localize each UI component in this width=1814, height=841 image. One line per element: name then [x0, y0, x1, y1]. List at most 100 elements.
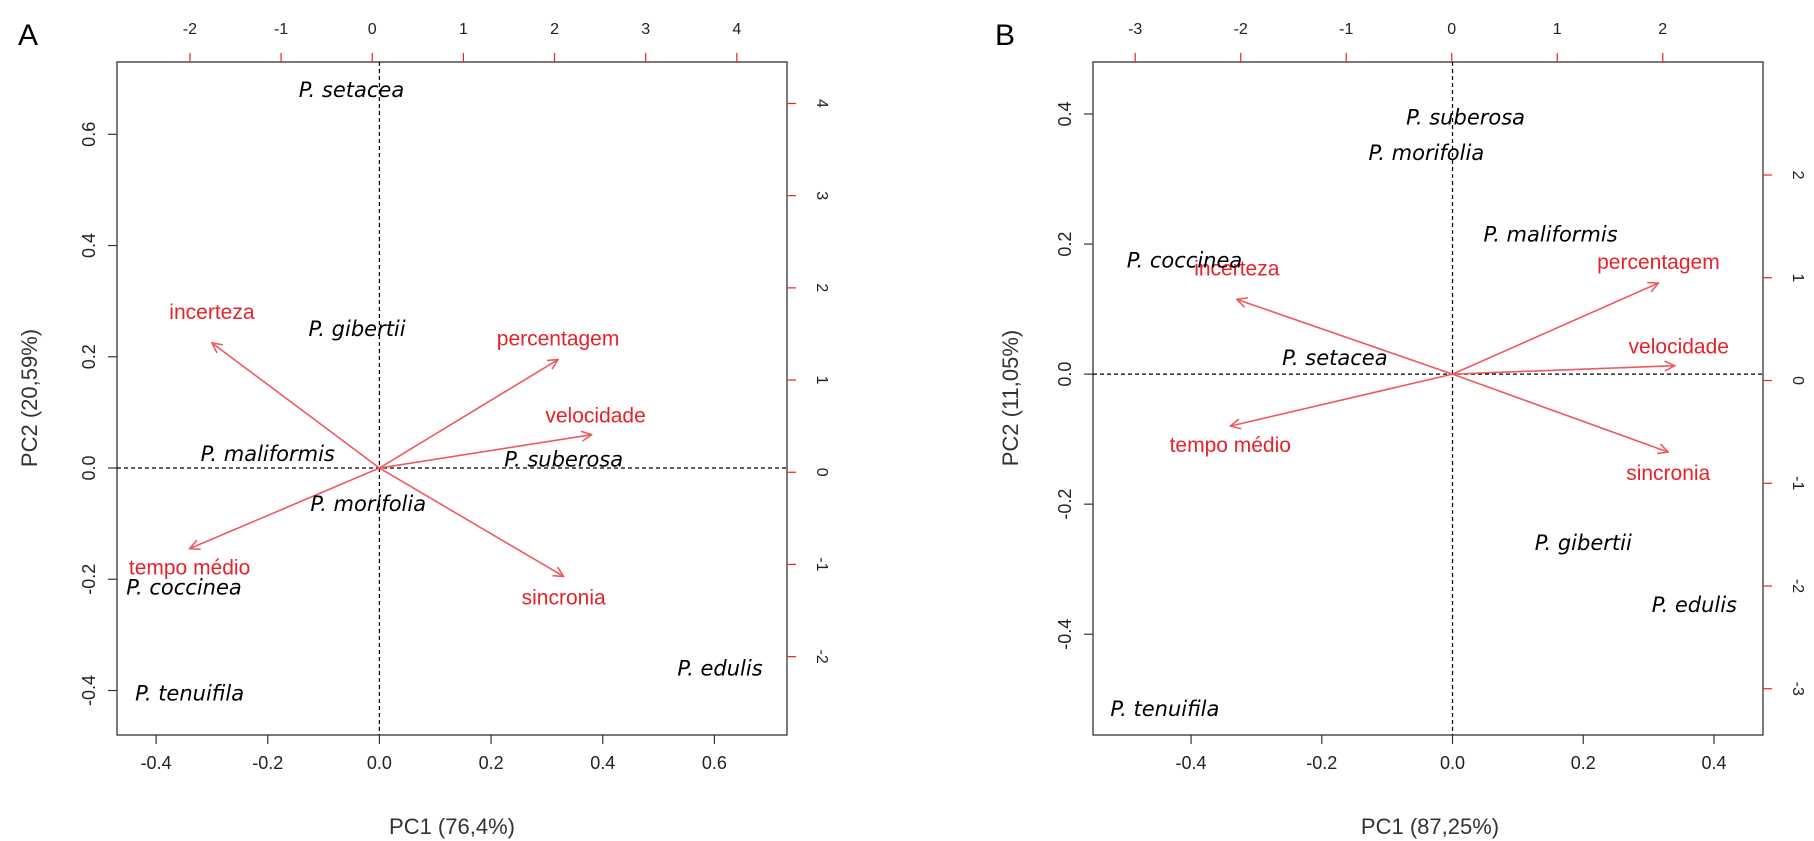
x-tick-label: 0.4: [590, 753, 615, 773]
x-tick-label: -0.2: [252, 753, 283, 773]
y-tick-label: -0.4: [79, 675, 99, 706]
loading-arrow-percentagem: [379, 360, 558, 469]
right-tick-label: 0: [1789, 376, 1806, 385]
right-tick-label: -3: [1789, 682, 1806, 696]
top-tick-label: -3: [1128, 21, 1142, 38]
species-label: P. edulis: [677, 656, 762, 680]
species-label: P. maliformis: [1483, 222, 1617, 246]
loading-arrow-percentagem: [1452, 283, 1659, 375]
panel-b: B -0.4 -0.2 0.0 0.2 0.4 -0.4 -0.2 0.0 0.2 0.4 -3…: [995, 19, 1806, 839]
species-label: P. setacea: [1282, 346, 1387, 370]
bottom-axis-a: -0.4 -0.2 0.0 0.2 0.4 0.6: [141, 735, 727, 773]
panel-letter-a: A: [18, 19, 38, 52]
right-tick-label: 4: [813, 99, 830, 108]
loading-arrow-velocidade: [1452, 366, 1675, 375]
species-label: P. tenuifila: [135, 681, 244, 705]
arrows-a: [190, 343, 592, 577]
right-tick-label: 0: [813, 468, 830, 477]
left-axis-a: -0.4 -0.2 0.0 0.2 0.4 0.6: [79, 122, 117, 706]
y-axis-title-a: PC2 (20,59%): [17, 329, 42, 467]
right-tick-label: 2: [1789, 171, 1806, 180]
variable-labels-a: percentagem velocidade incerteza tempo médi…: [129, 301, 646, 610]
top-tick-label: 0: [368, 21, 377, 38]
species-label: P. tenuifila: [1110, 697, 1219, 721]
variable-label: sincronia: [1626, 462, 1710, 485]
right-tick-label: -2: [813, 650, 830, 664]
species-label: P. suberosa: [1406, 105, 1525, 129]
right-tick-label: 2: [813, 283, 830, 292]
species-labels-b: P. suberosa P. morifolia P. maliformis P. c…: [1110, 105, 1737, 721]
loading-arrow-incerteza: [212, 343, 380, 469]
top-tick-label: 2: [1658, 21, 1667, 38]
species-label: P. morifolia: [1369, 141, 1485, 165]
bottom-axis-b: -0.4 -0.2 0.0 0.2 0.4: [1176, 735, 1726, 773]
top-tick-label: 4: [732, 21, 741, 38]
arrows-b: [1230, 283, 1674, 452]
left-axis-b: -0.4 -0.2 0.0 0.2 0.4: [1055, 102, 1093, 650]
variable-label: tempo médio: [129, 557, 250, 580]
x-axis-title-a: PC1 (76,4%): [389, 814, 515, 839]
right-tick-label: 3: [813, 191, 830, 200]
x-tick-label: 0.4: [1701, 753, 1726, 773]
loading-arrow-incerteza: [1237, 299, 1453, 375]
species-labels-a: P. setacea P. gibertii P. maliformis P. sub…: [126, 78, 762, 705]
y-tick-label: 0.0: [1055, 362, 1075, 387]
loading-arrow-tempo-médio: [190, 467, 380, 549]
y-tick-label: -0.2: [1055, 489, 1075, 520]
variable-label: percentagem: [497, 328, 620, 351]
x-tick-label: 0.0: [1440, 753, 1465, 773]
x-tick-label: -0.2: [1306, 753, 1337, 773]
y-tick-label: -0.4: [1055, 619, 1075, 650]
right-tick-label: -2: [1789, 579, 1806, 593]
species-label: P. morifolia: [310, 492, 426, 516]
variable-label: tempo médio: [1170, 434, 1291, 457]
species-label: P. gibertii: [309, 317, 406, 341]
y-tick-label: 0.4: [1055, 102, 1075, 127]
species-label: P. coccinea: [126, 576, 242, 600]
x-tick-label: 0.6: [702, 753, 727, 773]
x-tick-label: -0.4: [1176, 753, 1207, 773]
y-tick-label: 0.2: [1055, 232, 1075, 257]
species-label: P. coccinea: [1127, 248, 1243, 272]
variable-labels-b: percentagem velocidade incerteza tempo médi…: [1170, 251, 1729, 485]
y-tick-label: 0.0: [79, 456, 99, 481]
variable-label: incerteza: [169, 301, 255, 324]
x-tick-label: 0.2: [1571, 753, 1596, 773]
top-tick-label: 3: [641, 21, 650, 38]
species-label: P. suberosa: [504, 448, 623, 472]
top-tick-label: -2: [1234, 21, 1248, 38]
variable-label: velocidade: [545, 405, 645, 428]
right-axis-b: -3 -2 -1 0 1 2: [1763, 171, 1806, 696]
x-tick-label: 0.0: [367, 753, 392, 773]
right-tick-label: 1: [813, 376, 830, 385]
species-label: P. maliformis: [201, 442, 335, 466]
top-axis-a: -2 -1 0 1 2 3 4: [183, 21, 741, 62]
loading-arrow-sincronia: [1452, 373, 1669, 452]
panel-a: A -0.4 -0.2 0.0 0.2 0.4 0.6 -0.4 -0.2 0.0 0.2 0.4…: [17, 19, 830, 839]
top-tick-label: -1: [1339, 21, 1353, 38]
loading-arrow-velocidade: [379, 435, 591, 469]
y-axis-title-b: PC2 (11,05%): [998, 330, 1023, 467]
loading-arrow-tempo-médio: [1230, 373, 1453, 426]
top-axis-b: -3 -2 -1 0 1 2: [1128, 21, 1667, 62]
plot-frame-a: [116, 61, 788, 736]
y-tick-label: 0.4: [79, 233, 99, 258]
variable-label: sincronia: [522, 586, 606, 609]
right-tick-label: 1: [1789, 273, 1806, 282]
top-tick-label: 2: [550, 21, 559, 38]
y-tick-label: 0.6: [79, 122, 99, 147]
top-tick-label: 1: [1553, 21, 1562, 38]
species-label: P. setacea: [299, 78, 404, 102]
right-tick-label: -1: [813, 557, 830, 571]
right-axis-a: -2 -1 0 1 2 3 4: [787, 99, 830, 664]
right-tick-label: -1: [1789, 476, 1806, 490]
variable-label: velocidade: [1629, 336, 1729, 359]
panel-letter-b: B: [995, 19, 1015, 52]
species-label: P. edulis: [1652, 593, 1737, 617]
loading-arrow-sincronia: [379, 467, 563, 576]
plot-frame-b: [1092, 61, 1764, 736]
x-tick-label: 0.2: [479, 753, 504, 773]
x-tick-label: -0.4: [141, 753, 172, 773]
variable-label: percentagem: [1597, 251, 1720, 274]
